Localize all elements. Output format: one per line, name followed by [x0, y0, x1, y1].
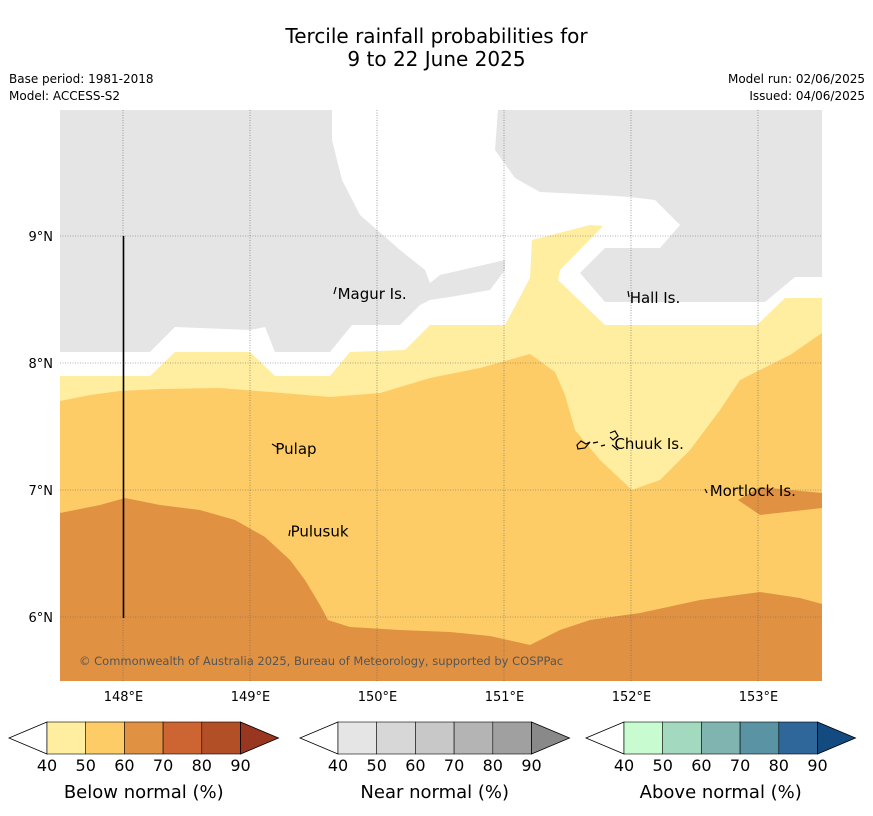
colorbar-swatch [492, 721, 532, 755]
latitude-labels: 9°N 8°N 7°N 6°N [29, 230, 54, 626]
longitude-tick-label: 153°E [739, 690, 779, 705]
model-run: Model run: 02/06/2025 [727, 72, 865, 86]
colorbar-tick-label: 40 [328, 756, 348, 775]
colorbar-title: Below normal (%) [64, 782, 224, 803]
longitude-tick-label: 149°E [231, 690, 271, 705]
longitude-tick-label: 152°E [612, 690, 652, 705]
colorbar: 40 50 60 70 80 90 Below normal (%) [7, 721, 280, 803]
colorbar-tick-label: 50 [367, 756, 387, 775]
colorbar-tick-label: 40 [614, 756, 634, 775]
colorbar-tick-label: 90 [807, 756, 827, 775]
colorbar-swatch [337, 721, 378, 755]
below-60-70-region-mortlock [738, 487, 822, 515]
colorbar-tick-label: 60 [405, 756, 425, 775]
meta-left: Base period: 1981-2018 Model: ACCESS-S2 [9, 71, 154, 105]
colorbar-tick-label: 70 [444, 756, 464, 775]
colorbar-tick-label: 70 [730, 756, 750, 775]
place-labels: Magur Is. Hall Is. Pulap Chuuk Is. Mortlock … [275, 285, 796, 540]
colorbar-extend-high [531, 721, 571, 755]
colorbar-extend-low [298, 721, 339, 755]
colorbar-swatch [415, 721, 455, 755]
latitude-tick-label: 9°N [29, 230, 54, 245]
colorbar-tick-label: 60 [114, 756, 134, 775]
near-normal-region-east [495, 110, 822, 302]
colorbar-tick-label: 60 [691, 756, 711, 775]
colorbar-tick-label: 50 [653, 756, 673, 775]
island-outlines [271, 286, 708, 537]
colorbar: 40 50 60 70 80 90 Near normal (%) [298, 721, 571, 803]
colorbar-swatch [778, 721, 818, 755]
colorbar-tick-label: 50 [76, 756, 96, 775]
base-period: Base period: 1981-2018 [9, 72, 154, 86]
map-area: © Commonwealth of Australia 2025, Bureau… [60, 110, 822, 681]
colorbar-swatch [662, 721, 702, 755]
colorbar-title: Above normal (%) [640, 782, 802, 803]
title-line-1: Tercile rainfall probabilities for [285, 24, 588, 48]
colorbar-swatch [162, 721, 203, 755]
latitude-tick-label: 7°N [29, 484, 54, 499]
place-label: Chuuk Is. [614, 435, 683, 453]
latitude-tick-label: 6°N [29, 611, 54, 626]
colorbar-extend-low [7, 721, 48, 755]
colorbar-extend-high [240, 721, 280, 755]
title-line-2: 9 to 22 June 2025 [347, 47, 526, 71]
colorbar-extend-low [584, 721, 625, 755]
near-normal-region-west [60, 110, 505, 352]
colorbar-title: Near normal (%) [360, 782, 509, 803]
place-label: Magur Is. [338, 285, 407, 303]
copyright-notice: © Commonwealth of Australia 2025, Bureau… [79, 654, 563, 668]
issued-date: Issued: 04/06/2025 [749, 89, 865, 103]
longitude-tick-label: 150°E [358, 690, 398, 705]
colorbar-tick-label: 40 [37, 756, 57, 775]
below-60-70-region-south [60, 498, 822, 681]
place-label: Pulap [275, 440, 316, 458]
longitude-tick-label: 151°E [485, 690, 525, 705]
colorbar-tick-label: 90 [521, 756, 541, 775]
colorbars: 40 50 60 70 80 90 Below normal (%) 40 50 60 70 80 90… [7, 721, 857, 803]
colorbar-swatch [85, 721, 125, 755]
colorbar-tick-label: 80 [769, 756, 789, 775]
model-name: Model: ACCESS-S2 [9, 89, 121, 103]
colorbar-swatch [201, 721, 241, 755]
colorbar-extend-high [817, 721, 857, 755]
colorbar-tick-label: 70 [153, 756, 173, 775]
meta-right: Model run: 02/06/2025 Issued: 04/06/2025 [728, 71, 865, 105]
place-label: Pulusuk [291, 523, 349, 541]
colorbar-tick-label: 80 [192, 756, 212, 775]
colorbar-swatch [46, 721, 87, 755]
colorbar-swatch [376, 721, 416, 755]
longitude-tick-label: 148°E [104, 690, 144, 705]
longitude-labels: 148°E 149°E 150°E 151°E 152°E 153°E [104, 690, 779, 705]
colorbar-swatch [739, 721, 780, 755]
place-label: Mortlock Is. [710, 482, 796, 500]
colorbar: 40 50 60 70 80 90 Above normal (%) [584, 721, 857, 803]
colorbar-tick-label: 90 [230, 756, 250, 775]
colorbar-swatch [623, 721, 664, 755]
latitude-tick-label: 8°N [29, 357, 54, 372]
colorbar-tick-label: 80 [483, 756, 503, 775]
colorbar-swatch [453, 721, 494, 755]
colorbar-swatch [701, 721, 741, 755]
place-label: Hall Is. [630, 289, 681, 307]
colorbar-swatch [124, 721, 164, 755]
